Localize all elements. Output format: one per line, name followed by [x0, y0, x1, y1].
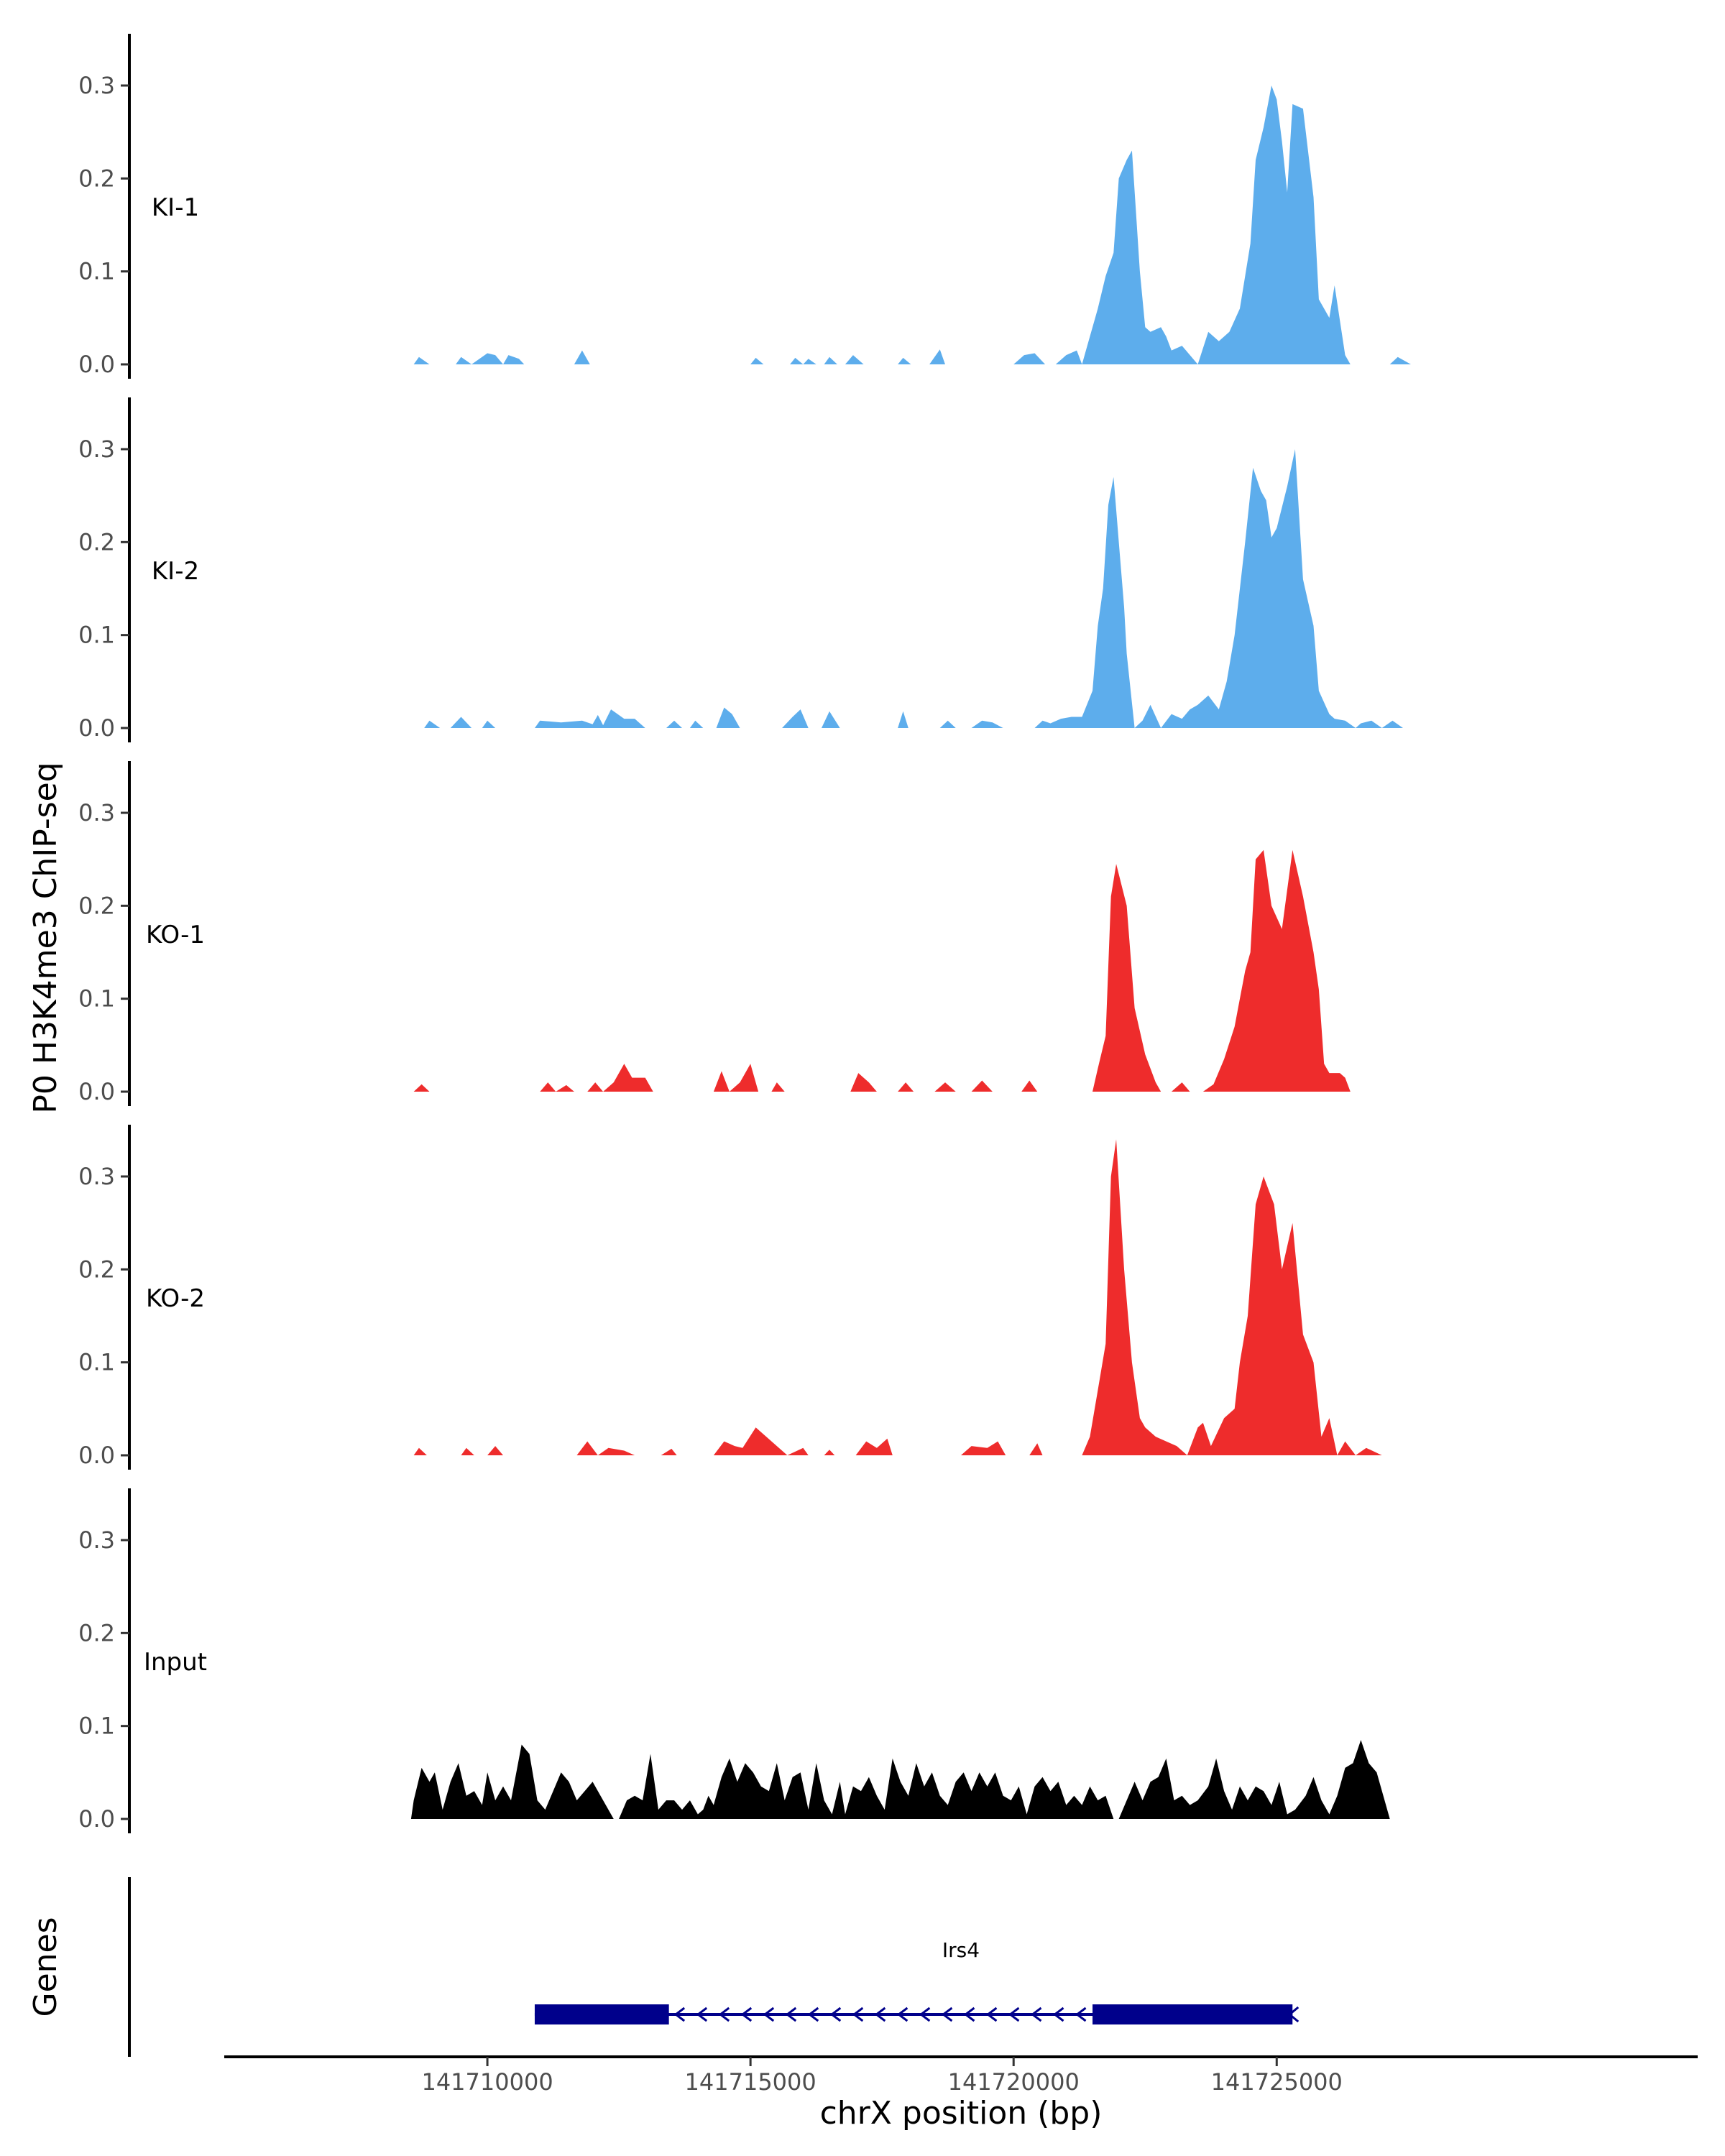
- strand-chevron: [919, 2007, 931, 2022]
- strand-chevron: [807, 2007, 819, 2022]
- strand-chevron: [985, 2007, 998, 2022]
- y-tick-label: 0.0: [78, 1442, 115, 1469]
- y-tick-label: 0.3: [78, 1526, 115, 1554]
- track-ki-2: 0.0 0.1 0.2 0.3 KI-2: [78, 397, 1404, 742]
- x-tick-label: 141725000: [1211, 2068, 1343, 2096]
- strand-chevron: [963, 2007, 975, 2022]
- y-tick-label: 0.0: [78, 714, 115, 742]
- y-tick-label: 0.1: [78, 1713, 115, 1740]
- signal-area-ki-1: [413, 86, 1411, 364]
- x-tick-label: 141710000: [421, 2068, 553, 2096]
- gene-exon: [1092, 2004, 1293, 2024]
- y-tick-label: 0.1: [78, 985, 115, 1013]
- strand-chevron: [718, 2007, 730, 2022]
- tracks-layer: 0.00.10.20.3KI-10.00.10.20.3KI-20.00.10.…: [78, 34, 1411, 1833]
- y-tick-label: 0.2: [78, 165, 115, 192]
- strand-chevron: [1030, 2007, 1042, 2022]
- track-label: KO-1: [146, 921, 205, 949]
- signal-area-ko-1: [413, 849, 1351, 1092]
- y-tick-label: 0.0: [78, 1805, 115, 1833]
- y-tick-label: 0.1: [78, 622, 115, 649]
- y-tick-label: 0.1: [78, 258, 115, 285]
- x-axis: 141710000 141715000 141720000 141725000: [224, 2055, 1698, 2096]
- y-tick-label: 0.2: [78, 892, 115, 919]
- strand-chevron: [673, 2007, 686, 2022]
- y-tick-label: 0.0: [78, 351, 115, 378]
- y-tick-label: 0.3: [78, 799, 115, 826]
- gene-exon: [534, 2004, 669, 2024]
- y-tick-label: 0.3: [78, 1163, 115, 1190]
- track-label: KI-1: [152, 193, 199, 222]
- track-label: KI-2: [152, 557, 199, 586]
- strand-chevron: [941, 2007, 953, 2022]
- gene-panel-title: Genes: [27, 1917, 64, 2017]
- strand-chevron: [896, 2007, 908, 2022]
- x-axis-title: chrX position (bp): [820, 2095, 1103, 2132]
- y-tick-label: 0.3: [78, 72, 115, 99]
- signal-area-input: [410, 1740, 1390, 1819]
- strand-chevron: [829, 2007, 842, 2022]
- track-label: KO-2: [146, 1284, 205, 1313]
- y-axis-title: P0 H3K4me3 ChIP-seq: [27, 762, 64, 1113]
- signal-area-ki-2: [424, 449, 1404, 728]
- track-ki-1: 0.0 0.1 0.2 0.3 KI-1: [78, 34, 1411, 379]
- strand-chevron: [696, 2007, 708, 2022]
- track-input: 0.0 0.1 0.2 0.3 Input: [78, 1488, 1390, 1833]
- y-tick-label: 0.3: [78, 436, 115, 463]
- track-ko-2: 0.0 0.1 0.2 0.3 KO-2: [78, 1125, 1382, 1470]
- strand-chevron: [874, 2007, 886, 2022]
- y-tick-label: 0.2: [78, 1256, 115, 1283]
- y-tick-label: 0.1: [78, 1349, 115, 1376]
- y-tick-label: 0.2: [78, 528, 115, 556]
- y-tick-label: 0.2: [78, 1619, 115, 1646]
- x-tick-label: 141715000: [685, 2068, 816, 2096]
- signal-area-ko-2: [413, 1139, 1382, 1455]
- track-label: Input: [144, 1648, 207, 1677]
- strand-chevron: [1053, 2007, 1064, 2022]
- strand-chevron: [785, 2007, 797, 2022]
- x-tick-label: 141720000: [948, 2068, 1080, 2096]
- strand-chevron: [1287, 2006, 1300, 2023]
- track-ko-1: 0.0 0.1 0.2 0.3 KO-1: [78, 761, 1351, 1106]
- strand-chevron: [852, 2007, 864, 2022]
- gene-name-label: Irs4: [942, 1938, 980, 1962]
- strand-chevron: [740, 2007, 753, 2022]
- gene-panel: Irs4: [128, 1877, 1300, 2057]
- strand-chevron: [1008, 2007, 1020, 2022]
- y-tick-label: 0.0: [78, 1078, 115, 1105]
- strand-chevron: [763, 2007, 775, 2022]
- strand-chevron: [1075, 2007, 1087, 2022]
